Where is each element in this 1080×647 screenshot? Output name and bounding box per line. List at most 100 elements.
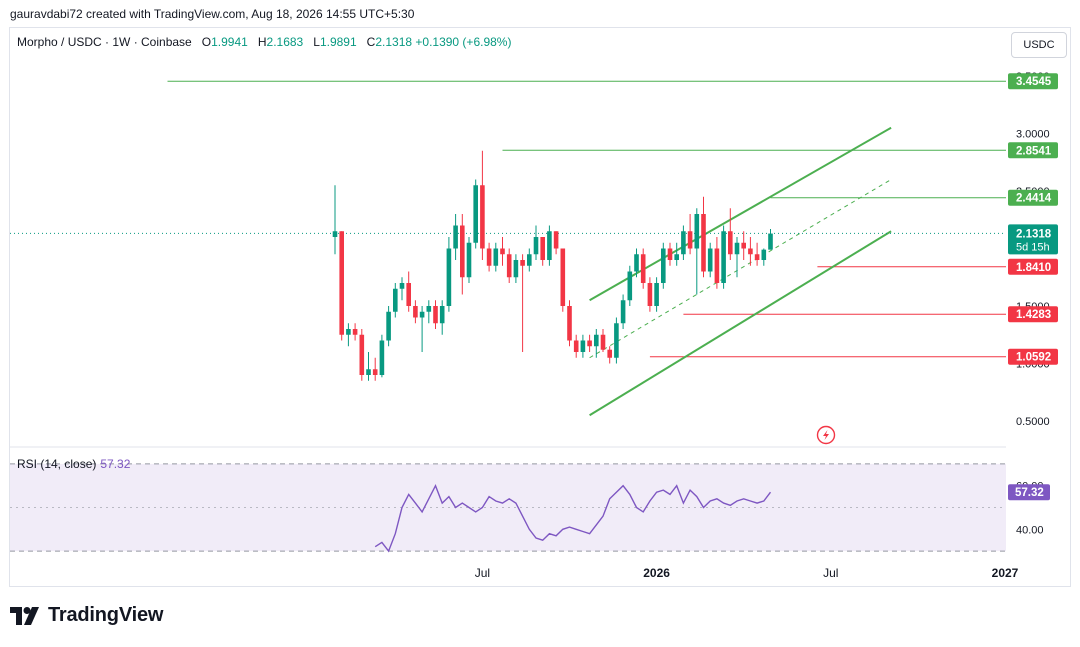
candle-body[interactable] [580,340,586,353]
candle-body[interactable] [533,237,539,255]
candle-body[interactable] [768,233,773,250]
candle-body[interactable] [453,225,458,249]
currency-button[interactable]: USDC [1011,32,1067,58]
price-badge: 2.8541 [1016,145,1052,157]
candle-body[interactable] [540,237,545,260]
candle-body[interactable] [506,254,512,278]
candle-body[interactable] [553,231,559,249]
price-badge-bg [1008,189,1058,206]
candle-body[interactable] [460,225,465,278]
channel-upper-line[interactable] [589,126,892,302]
candle-body[interactable] [439,306,445,324]
candle-body[interactable] [473,185,478,243]
candle-body[interactable] [728,231,733,255]
price-badge-bg [1008,306,1058,323]
rsi-tick-label: 40.00 [1016,524,1044,536]
rsi-badge: 57.32 [1015,487,1044,499]
open-value: 1.9941 [211,35,248,49]
price-badge: 2.4414 [1016,193,1052,205]
candle-body[interactable] [493,248,499,266]
tradingview-logo[interactable]: TradingView [10,604,163,627]
candle-body[interactable] [640,254,646,283]
symbol-legend: Morpho / USDC · 1W · Coinbase O1.9941 H2… [17,35,511,49]
candle-body[interactable] [694,214,700,249]
candle-body[interactable] [614,323,619,358]
candle-body[interactable] [352,329,358,335]
candle-body[interactable] [433,306,438,324]
candle-body[interactable] [600,334,606,350]
candle-body[interactable] [647,283,653,306]
candle-body[interactable] [567,306,572,341]
candle-body[interactable] [594,334,599,347]
candle-body[interactable] [654,283,659,306]
current-price-badge: 2.1318 [1016,228,1052,240]
candle-body[interactable] [634,254,639,272]
candle-body[interactable] [761,249,767,260]
candle-body[interactable] [419,311,425,318]
candle-body[interactable] [547,231,552,260]
candle-body[interactable] [346,329,351,335]
price-badge-bg [1008,142,1058,159]
candle-body[interactable] [560,248,566,307]
close-label: C [366,35,376,49]
x-tick-label: 2026 [643,566,670,580]
lightning-icon[interactable] [816,425,836,445]
rsi-line[interactable] [374,483,772,553]
candle-body[interactable] [620,300,626,324]
candle-body[interactable] [714,248,720,284]
candle-body[interactable] [707,248,713,272]
candle-body[interactable] [754,254,760,260]
candle-body[interactable] [573,340,579,353]
candle-body[interactable] [359,334,365,375]
price-badge: 1.0592 [1016,352,1051,364]
lightning-bolt [823,430,829,440]
y-tick-label: 3.0000 [1016,129,1050,141]
candle-body[interactable] [721,231,726,283]
channel-lower-line[interactable] [589,230,892,417]
price-badge-bg [1008,258,1058,275]
x-tick-label: Jul [823,566,838,580]
candle-body[interactable] [627,271,633,301]
candle-body[interactable] [687,231,693,249]
candle-body[interactable] [379,340,385,376]
candle-body[interactable] [513,260,519,278]
candle-body[interactable] [399,283,405,289]
candle-body[interactable] [701,214,706,272]
candle-body[interactable] [674,254,679,260]
candle-body[interactable] [426,306,432,312]
price-badge-bg [1008,73,1058,90]
candle-body[interactable] [500,248,505,255]
channel-middle-line[interactable] [589,179,892,359]
candle-body[interactable] [366,369,371,375]
candle-body[interactable] [393,288,398,312]
candle-body[interactable] [413,306,418,318]
candle-body[interactable] [607,349,612,358]
candle-body[interactable] [332,231,338,237]
candle-body[interactable] [486,248,492,266]
candle-body[interactable] [748,248,753,255]
candle-body[interactable] [587,340,592,347]
candle-body[interactable] [466,242,472,278]
candle-body[interactable] [734,242,740,255]
candle-body[interactable] [446,248,452,307]
candle-body[interactable] [681,231,686,255]
candle-body[interactable] [339,231,344,335]
low-label: L [313,35,320,49]
candle-body[interactable] [386,311,391,341]
candle-body[interactable] [406,283,411,306]
candle-body[interactable] [667,248,673,261]
rsi-legend[interactable]: RSI (14, close) 57.32 [17,457,130,471]
countdown-label: 5d 15h [1016,241,1050,253]
y-tick-label: 0.5000 [1016,416,1050,428]
candle-body[interactable] [372,369,378,375]
tradingview-logo-icon [10,606,39,625]
candle-body[interactable] [520,260,525,266]
price-badge: 1.8410 [1016,262,1051,274]
candle-body[interactable] [741,242,746,249]
candle-body[interactable] [480,185,485,249]
chart-credit: gauravdabi72 created with TradingView.co… [10,7,415,21]
symbol-name[interactable]: Morpho / USDC · 1W · Coinbase [17,35,192,49]
candle-body[interactable] [527,254,532,266]
candle-body[interactable] [661,248,666,284]
